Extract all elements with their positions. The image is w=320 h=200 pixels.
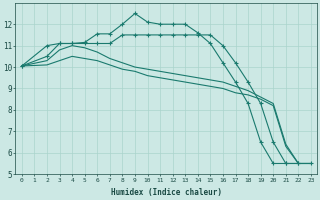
X-axis label: Humidex (Indice chaleur): Humidex (Indice chaleur) — [111, 188, 222, 197]
